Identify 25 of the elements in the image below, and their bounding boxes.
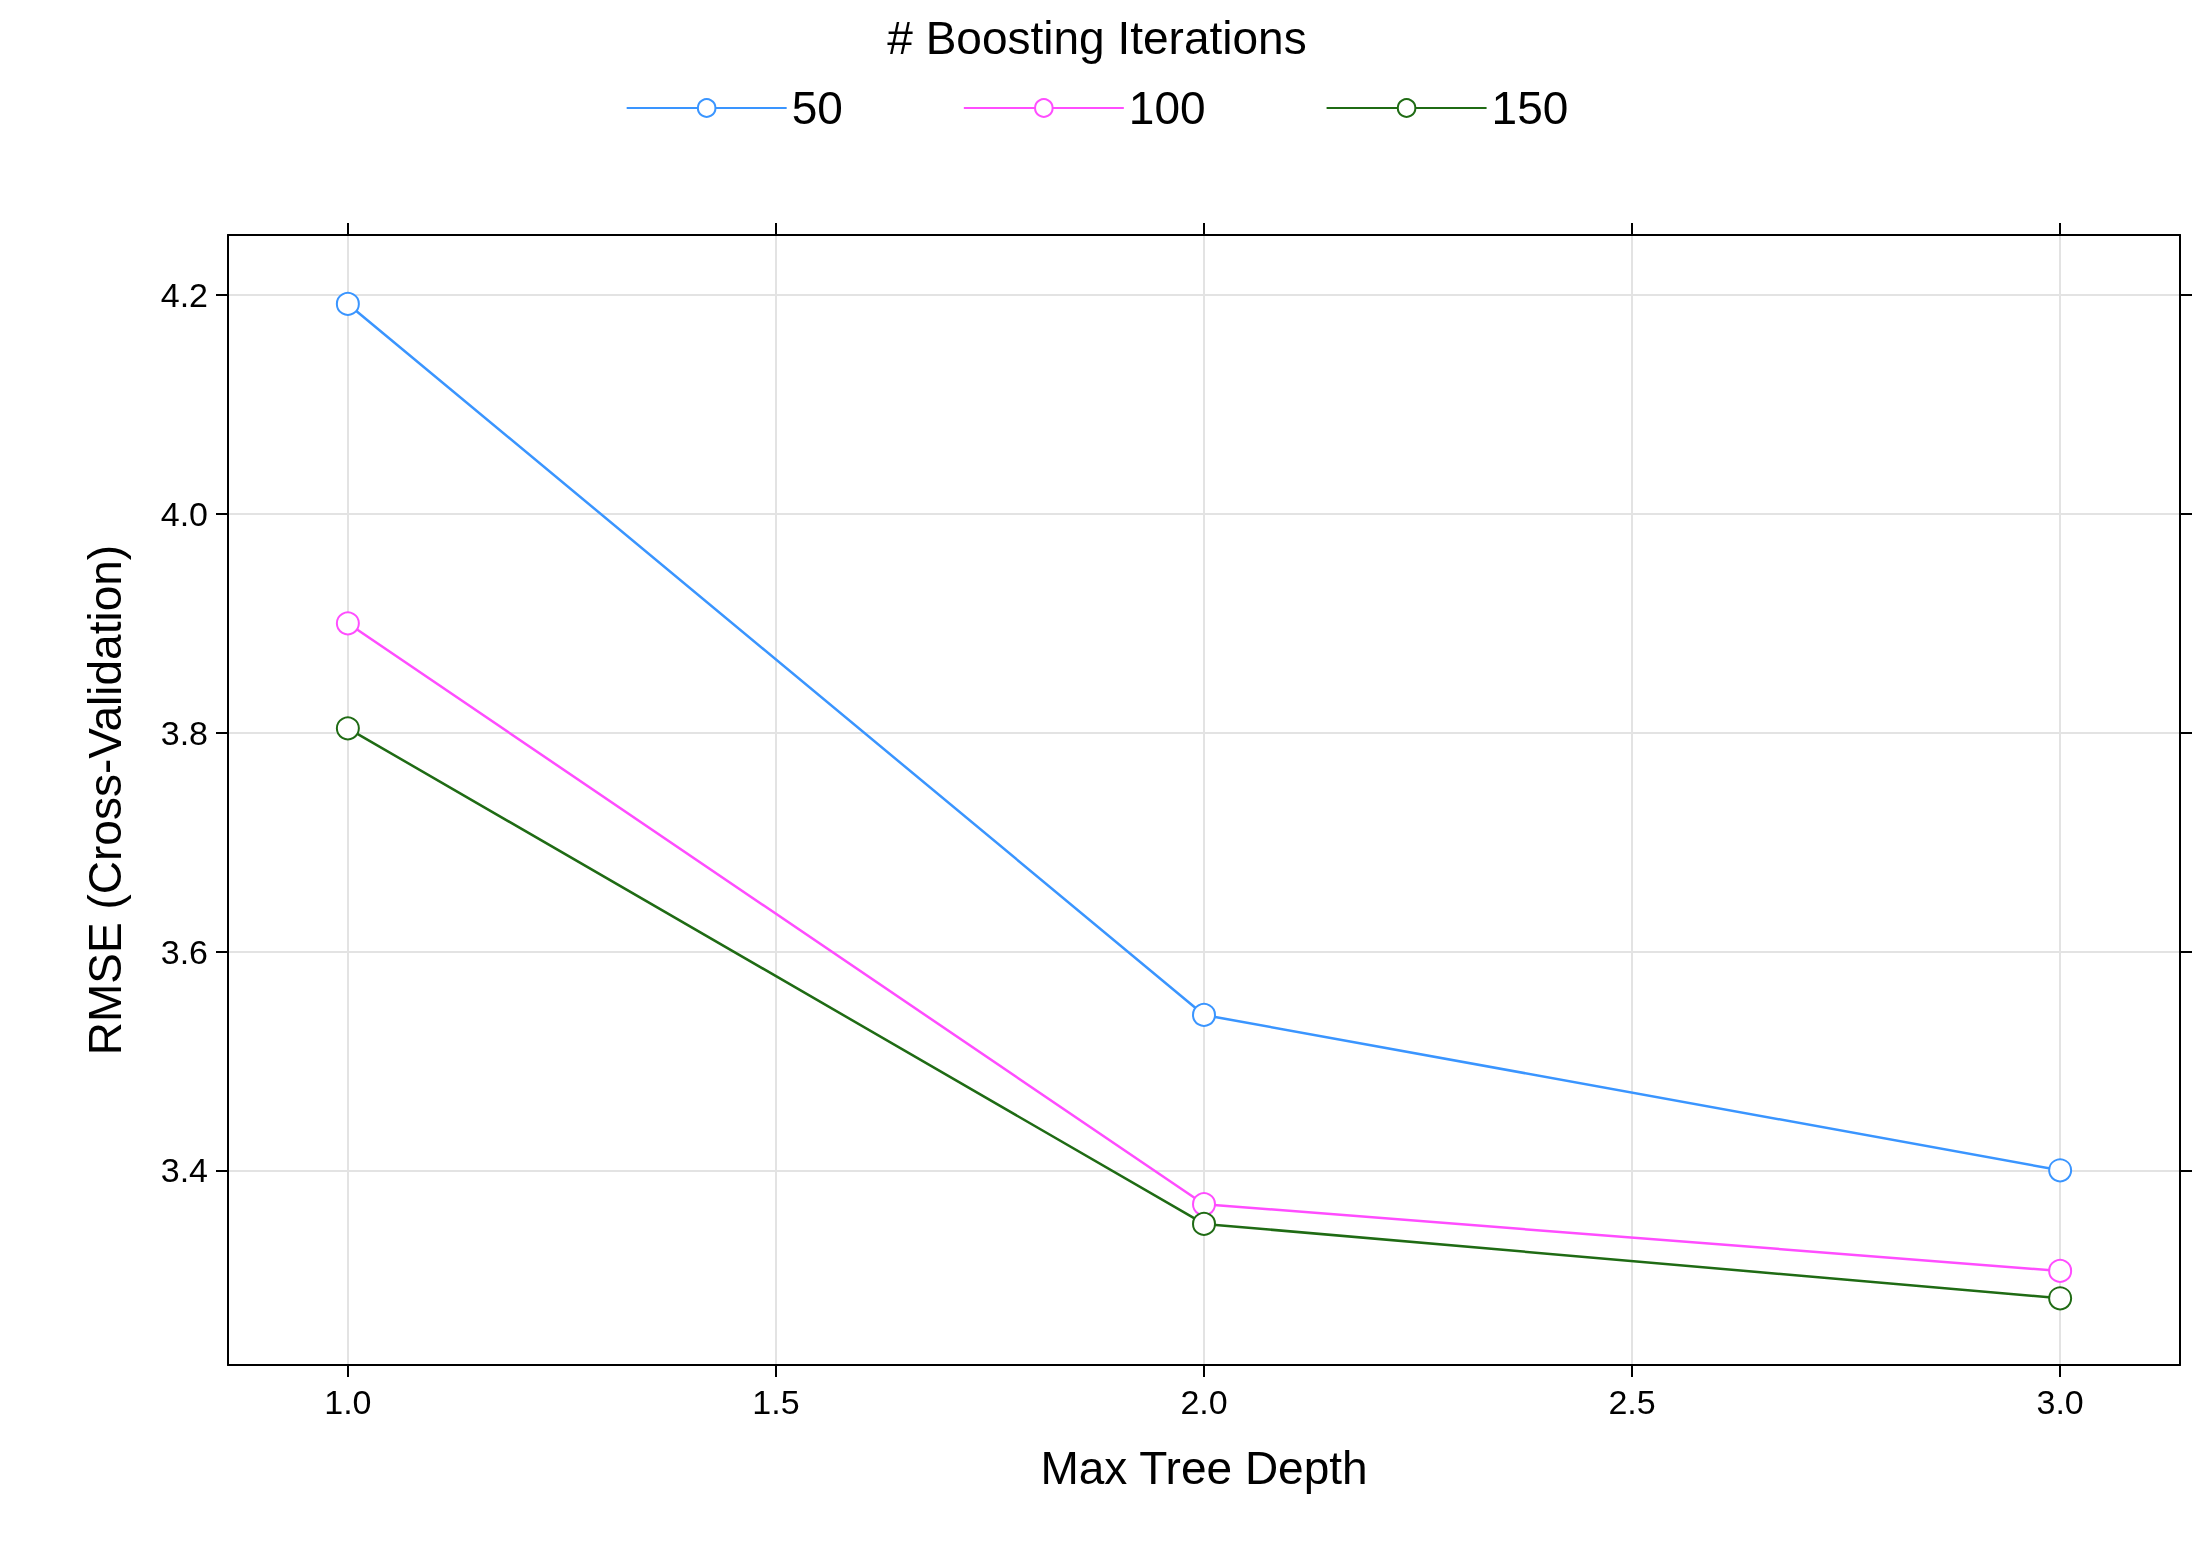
legend-label: 100 bbox=[1128, 82, 1206, 134]
x-tick-label: 1.0 bbox=[324, 1383, 372, 1421]
point bbox=[335, 611, 360, 636]
y-axis-title: RMSE (Cross-Validation) bbox=[79, 544, 131, 1056]
x-tick-label: 2.0 bbox=[1180, 1383, 1228, 1421]
legend-label: 150 bbox=[1491, 82, 1569, 134]
x-tick-label: 2.5 bbox=[1608, 1383, 1656, 1421]
legend-label: 50 bbox=[791, 82, 843, 134]
point bbox=[2048, 1258, 2073, 1283]
x-axis-title: Max Tree Depth bbox=[1040, 1442, 1368, 1494]
y-tick-label: 4.0 bbox=[160, 494, 208, 533]
y-tick-label: 3.8 bbox=[160, 713, 208, 752]
y-tick-label: 3.6 bbox=[160, 932, 208, 971]
point bbox=[335, 291, 360, 316]
point bbox=[335, 716, 360, 741]
y-tick-label: 4.2 bbox=[160, 276, 208, 315]
legend-title: # Boosting Iterations bbox=[887, 12, 1307, 64]
point bbox=[1192, 1002, 1216, 1027]
x-tick-label: 3.0 bbox=[2036, 1383, 2084, 1421]
point bbox=[2048, 1158, 2073, 1183]
x-tick-label: 1.5 bbox=[752, 1383, 800, 1421]
point bbox=[1192, 1192, 1216, 1217]
point bbox=[1192, 1211, 1216, 1236]
y-tick-label: 3.4 bbox=[160, 1151, 208, 1190]
point bbox=[2048, 1286, 2073, 1311]
